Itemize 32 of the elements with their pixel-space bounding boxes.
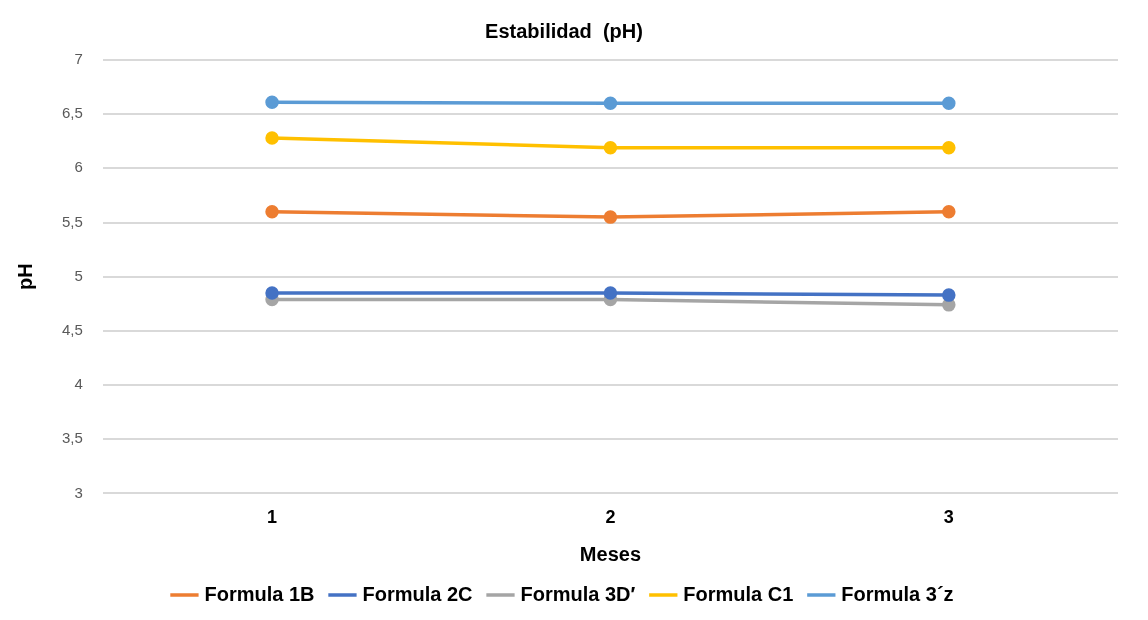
x-tick-label: 2 bbox=[605, 507, 616, 528]
y-tick-label: 4 bbox=[74, 375, 83, 393]
y-tick-label: 3 bbox=[74, 483, 83, 501]
y-tick-label: 5,5 bbox=[61, 212, 83, 230]
y-tick-label: 3,5 bbox=[61, 429, 83, 447]
legend-label: Formula 2C bbox=[362, 582, 473, 605]
point bbox=[603, 141, 618, 155]
point bbox=[265, 131, 279, 145]
chart-title: Estabilidad (pH) bbox=[485, 19, 643, 42]
point bbox=[942, 96, 956, 111]
point bbox=[942, 141, 956, 155]
x-tick-label: 3 bbox=[943, 507, 954, 528]
y-tick-label: 7 bbox=[74, 50, 83, 68]
legend-label: Formula 3D′ bbox=[520, 582, 636, 605]
y-tick-label: 6,5 bbox=[61, 104, 83, 122]
point bbox=[265, 95, 279, 110]
point bbox=[265, 204, 279, 219]
point bbox=[265, 286, 279, 300]
point bbox=[603, 210, 618, 224]
point bbox=[603, 286, 618, 300]
point bbox=[942, 288, 956, 302]
point bbox=[603, 96, 618, 111]
y-tick-label: 5 bbox=[74, 266, 83, 284]
point bbox=[942, 204, 956, 219]
x-axis-title: Meses bbox=[579, 542, 641, 565]
legend-label: Formula 1B bbox=[204, 582, 315, 605]
legend-label: Formula 3´z bbox=[841, 582, 954, 605]
y-tick-label: 4,5 bbox=[61, 321, 83, 339]
x-tick-label: 1 bbox=[267, 507, 278, 528]
legend-label: Formula C1 bbox=[683, 582, 794, 605]
y-axis-title: pH bbox=[13, 263, 36, 291]
y-tick-label: 6 bbox=[74, 158, 83, 176]
